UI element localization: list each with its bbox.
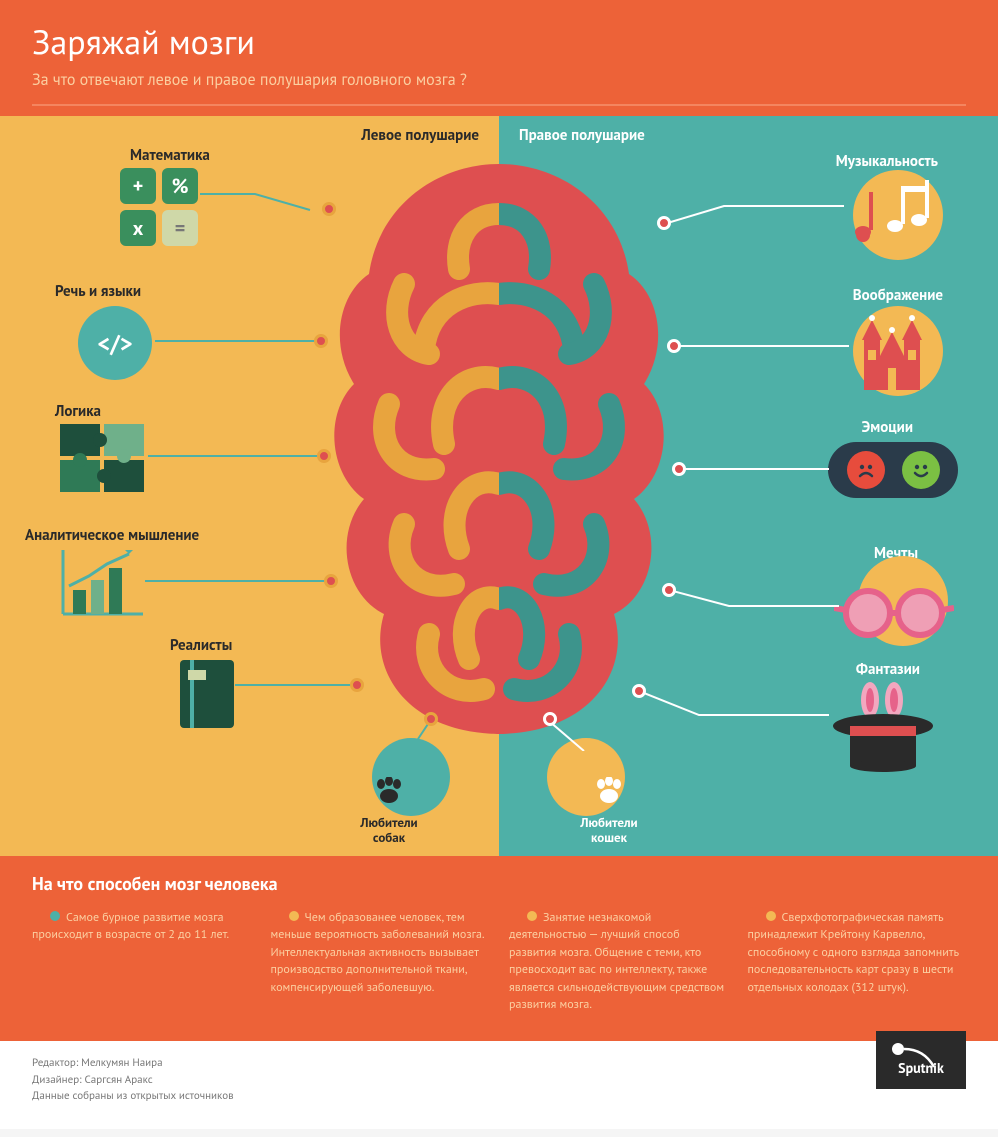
code-icon: </>: [78, 306, 152, 380]
dot-cat: [543, 712, 557, 726]
designer-name: Саргсян Аракс: [85, 1073, 153, 1087]
label-speech: Речь и языки: [55, 282, 141, 301]
right-hemi-title: Правое полушарие: [519, 126, 645, 145]
footer: Редактор: Мелкумян Наира Дизайнер: Саргс…: [0, 1041, 998, 1129]
right-hemisphere: Правое полушарие Музыкальность: [499, 116, 998, 856]
page-title: Заряжай мозги: [32, 20, 966, 64]
dot-speech: [314, 334, 328, 348]
label-emotions: Эмоции: [862, 418, 913, 437]
math-percent-icon: %: [162, 168, 198, 204]
fact-text: Сверхфотографическая память принадлежит …: [748, 910, 959, 995]
divider: [32, 104, 966, 106]
fact-item: Чем образованее человек, тем меньше веро…: [271, 909, 490, 1013]
label-fantasy: Фантазии: [856, 660, 920, 679]
connector-music: [664, 196, 844, 226]
hemispheres-panel: Левое полушарие Математика: [0, 116, 998, 856]
paw-cat-icon: [569, 776, 649, 813]
math-times-icon: x: [120, 210, 156, 246]
facts-section: На что способен мозг человека Самое бурн…: [0, 856, 998, 1041]
emotions-icon: [828, 442, 958, 498]
dot-fantasy: [632, 684, 646, 698]
label-logic: Логика: [55, 402, 101, 421]
fact-item: Занятие незнакомой деятельностью — лучши…: [509, 909, 728, 1013]
dot-realist: [350, 678, 364, 692]
label-music: Музыкальность: [836, 152, 938, 171]
pets-dog: Любителисобак: [349, 776, 429, 846]
chart-icon: [55, 550, 145, 627]
magic-hat-icon: [828, 682, 938, 777]
fact-text: Чем образованее человек, тем меньше веро…: [271, 910, 484, 995]
pets-cat: Любителикошек: [569, 776, 649, 846]
page-subtitle: За что отвечают левое и правое полушария…: [32, 70, 966, 90]
glasses-icon: [834, 586, 954, 645]
pets-cat-label: Любителикошек: [569, 815, 649, 846]
dot-dreams: [662, 583, 676, 597]
designer-label: Дизайнер:: [32, 1073, 82, 1087]
connector-imagination: [674, 341, 849, 351]
connector-emotions: [679, 464, 829, 474]
math-icon: + % x =: [120, 168, 198, 246]
fact-item: Сверхфотографическая память принадлежит …: [748, 909, 967, 1013]
dot-dog: [424, 712, 438, 726]
left-hemisphere: Левое полушарие Математика: [0, 116, 499, 856]
dot-analytic: [324, 574, 338, 588]
label-math: Математика: [130, 146, 210, 165]
credit-source: Данные собраны из открытых источников: [32, 1088, 966, 1105]
facts-grid: Самое бурное развитие мозга происходит в…: [32, 909, 966, 1013]
label-analytic: Аналитическое мышление: [25, 526, 199, 545]
dot-logic: [317, 449, 331, 463]
code-text: </>: [97, 328, 132, 359]
puzzle-icon: [60, 424, 148, 499]
dot-music: [657, 216, 671, 230]
editor-name: Мелкумян Наира: [81, 1056, 162, 1070]
dot-math: [322, 202, 336, 216]
facts-heading: На что способен мозг человека: [32, 872, 966, 895]
credit-editor: Редактор: Мелкумян Наира: [32, 1055, 966, 1072]
connector-math: [200, 184, 330, 214]
connector-analytic: [145, 576, 330, 586]
music-icon: [833, 178, 943, 257]
sad-face-icon: [847, 451, 885, 489]
dot-emotions: [672, 462, 686, 476]
sputnik-logo: Sputnik: [876, 1031, 966, 1089]
editor-label: Редактор:: [32, 1056, 78, 1070]
label-imagination: Воображение: [853, 286, 943, 305]
castle-icon: [848, 310, 936, 403]
credit-designer: Дизайнер: Саргсян Аракс: [32, 1072, 966, 1089]
paw-icon: [349, 776, 429, 813]
brain-left-icon: [319, 154, 499, 754]
pets-dog-label: Любителисобак: [349, 815, 429, 846]
happy-face-icon: [902, 451, 940, 489]
infographic: Заряжай мозги За что отвечают левое и пр…: [0, 0, 998, 1129]
fact-item: Самое бурное развитие мозга происходит в…: [32, 909, 251, 1013]
connector-logic: [148, 451, 323, 461]
connector-dreams: [669, 590, 839, 610]
fact-text: Занятие незнакомой деятельностью — лучши…: [509, 910, 724, 1012]
left-hemi-title: Левое полушарие: [361, 126, 479, 145]
fact-text: Самое бурное развитие мозга происходит в…: [32, 910, 229, 942]
notebook-icon: [180, 660, 234, 733]
brain-right-icon: [499, 154, 679, 754]
connector-speech: [155, 336, 320, 346]
math-plus-icon: +: [120, 168, 156, 204]
math-eq-icon: =: [162, 210, 198, 246]
label-realist: Реалисты: [170, 636, 232, 655]
dot-imagination: [667, 339, 681, 353]
header: Заряжай мозги За что отвечают левое и пр…: [0, 0, 998, 104]
